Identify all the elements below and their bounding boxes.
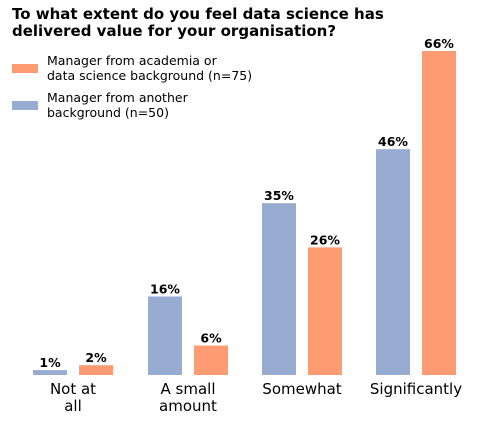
legend-swatch-series1 [12, 101, 38, 110]
legend-label-series1: Manager from another background (n=50) [47, 90, 189, 120]
legend-label-series1-line-2: background (n=50) [47, 105, 169, 120]
data-label-series1-cat4: 46% [378, 134, 408, 149]
legend: Manager from academia or data science bac… [12, 53, 252, 120]
bar-series2-cat2 [194, 345, 228, 375]
category-label-2-line-1: A small [161, 380, 216, 398]
category-label-4: Significantly [370, 380, 462, 398]
chart-title-line-1: To what extent do you feel data science … [12, 5, 384, 23]
bar-labels-group: 1% 2% 16% 6% 35% 26% 46% 66% [39, 36, 454, 370]
data-label-series1-cat1: 1% [39, 355, 61, 370]
chart-title: To what extent do you feel data science … [12, 5, 389, 40]
category-label-2-line-2: amount [159, 397, 217, 415]
category-labels-group: Not at all A small amount Somewhat Significan… [50, 380, 462, 415]
bar-series2-cat4 [422, 51, 456, 375]
category-label-4-line-1: Significantly [370, 380, 462, 398]
data-label-series2-cat4: 66% [424, 36, 454, 51]
category-label-2: A small amount [159, 380, 217, 415]
category-label-1-line-1: Not at [50, 380, 96, 398]
data-label-series2-cat3: 26% [310, 232, 340, 247]
chart-title-line-2: delivered value for your organisation? [12, 22, 336, 40]
data-label-series1-cat3: 35% [264, 188, 294, 203]
bars-group [33, 51, 456, 375]
data-label-series1-cat2: 16% [150, 281, 180, 296]
bar-series2-cat3 [308, 247, 342, 375]
bar-series1-cat3 [262, 203, 296, 375]
legend-label-series2-line-2: data science background (n=75) [47, 68, 252, 83]
data-label-series2-cat1: 2% [85, 350, 107, 365]
bar-series1-cat2 [148, 296, 182, 375]
category-label-1-line-2: all [64, 397, 82, 415]
data-label-series2-cat2: 6% [200, 331, 222, 346]
legend-label-series2-line-1: Manager from academia or [47, 53, 218, 68]
category-label-1: Not at all [50, 380, 96, 415]
legend-label-series1-line-1: Manager from another [47, 90, 189, 105]
category-label-3-line-1: Somewhat [262, 380, 342, 398]
category-label-3: Somewhat [262, 380, 342, 398]
legend-swatch-series2 [12, 64, 38, 73]
bar-series2-cat1 [79, 365, 113, 375]
bar-series1-cat1 [33, 370, 67, 375]
legend-label-series2: Manager from academia or data science bac… [47, 53, 252, 83]
bar-series1-cat4 [376, 149, 410, 375]
